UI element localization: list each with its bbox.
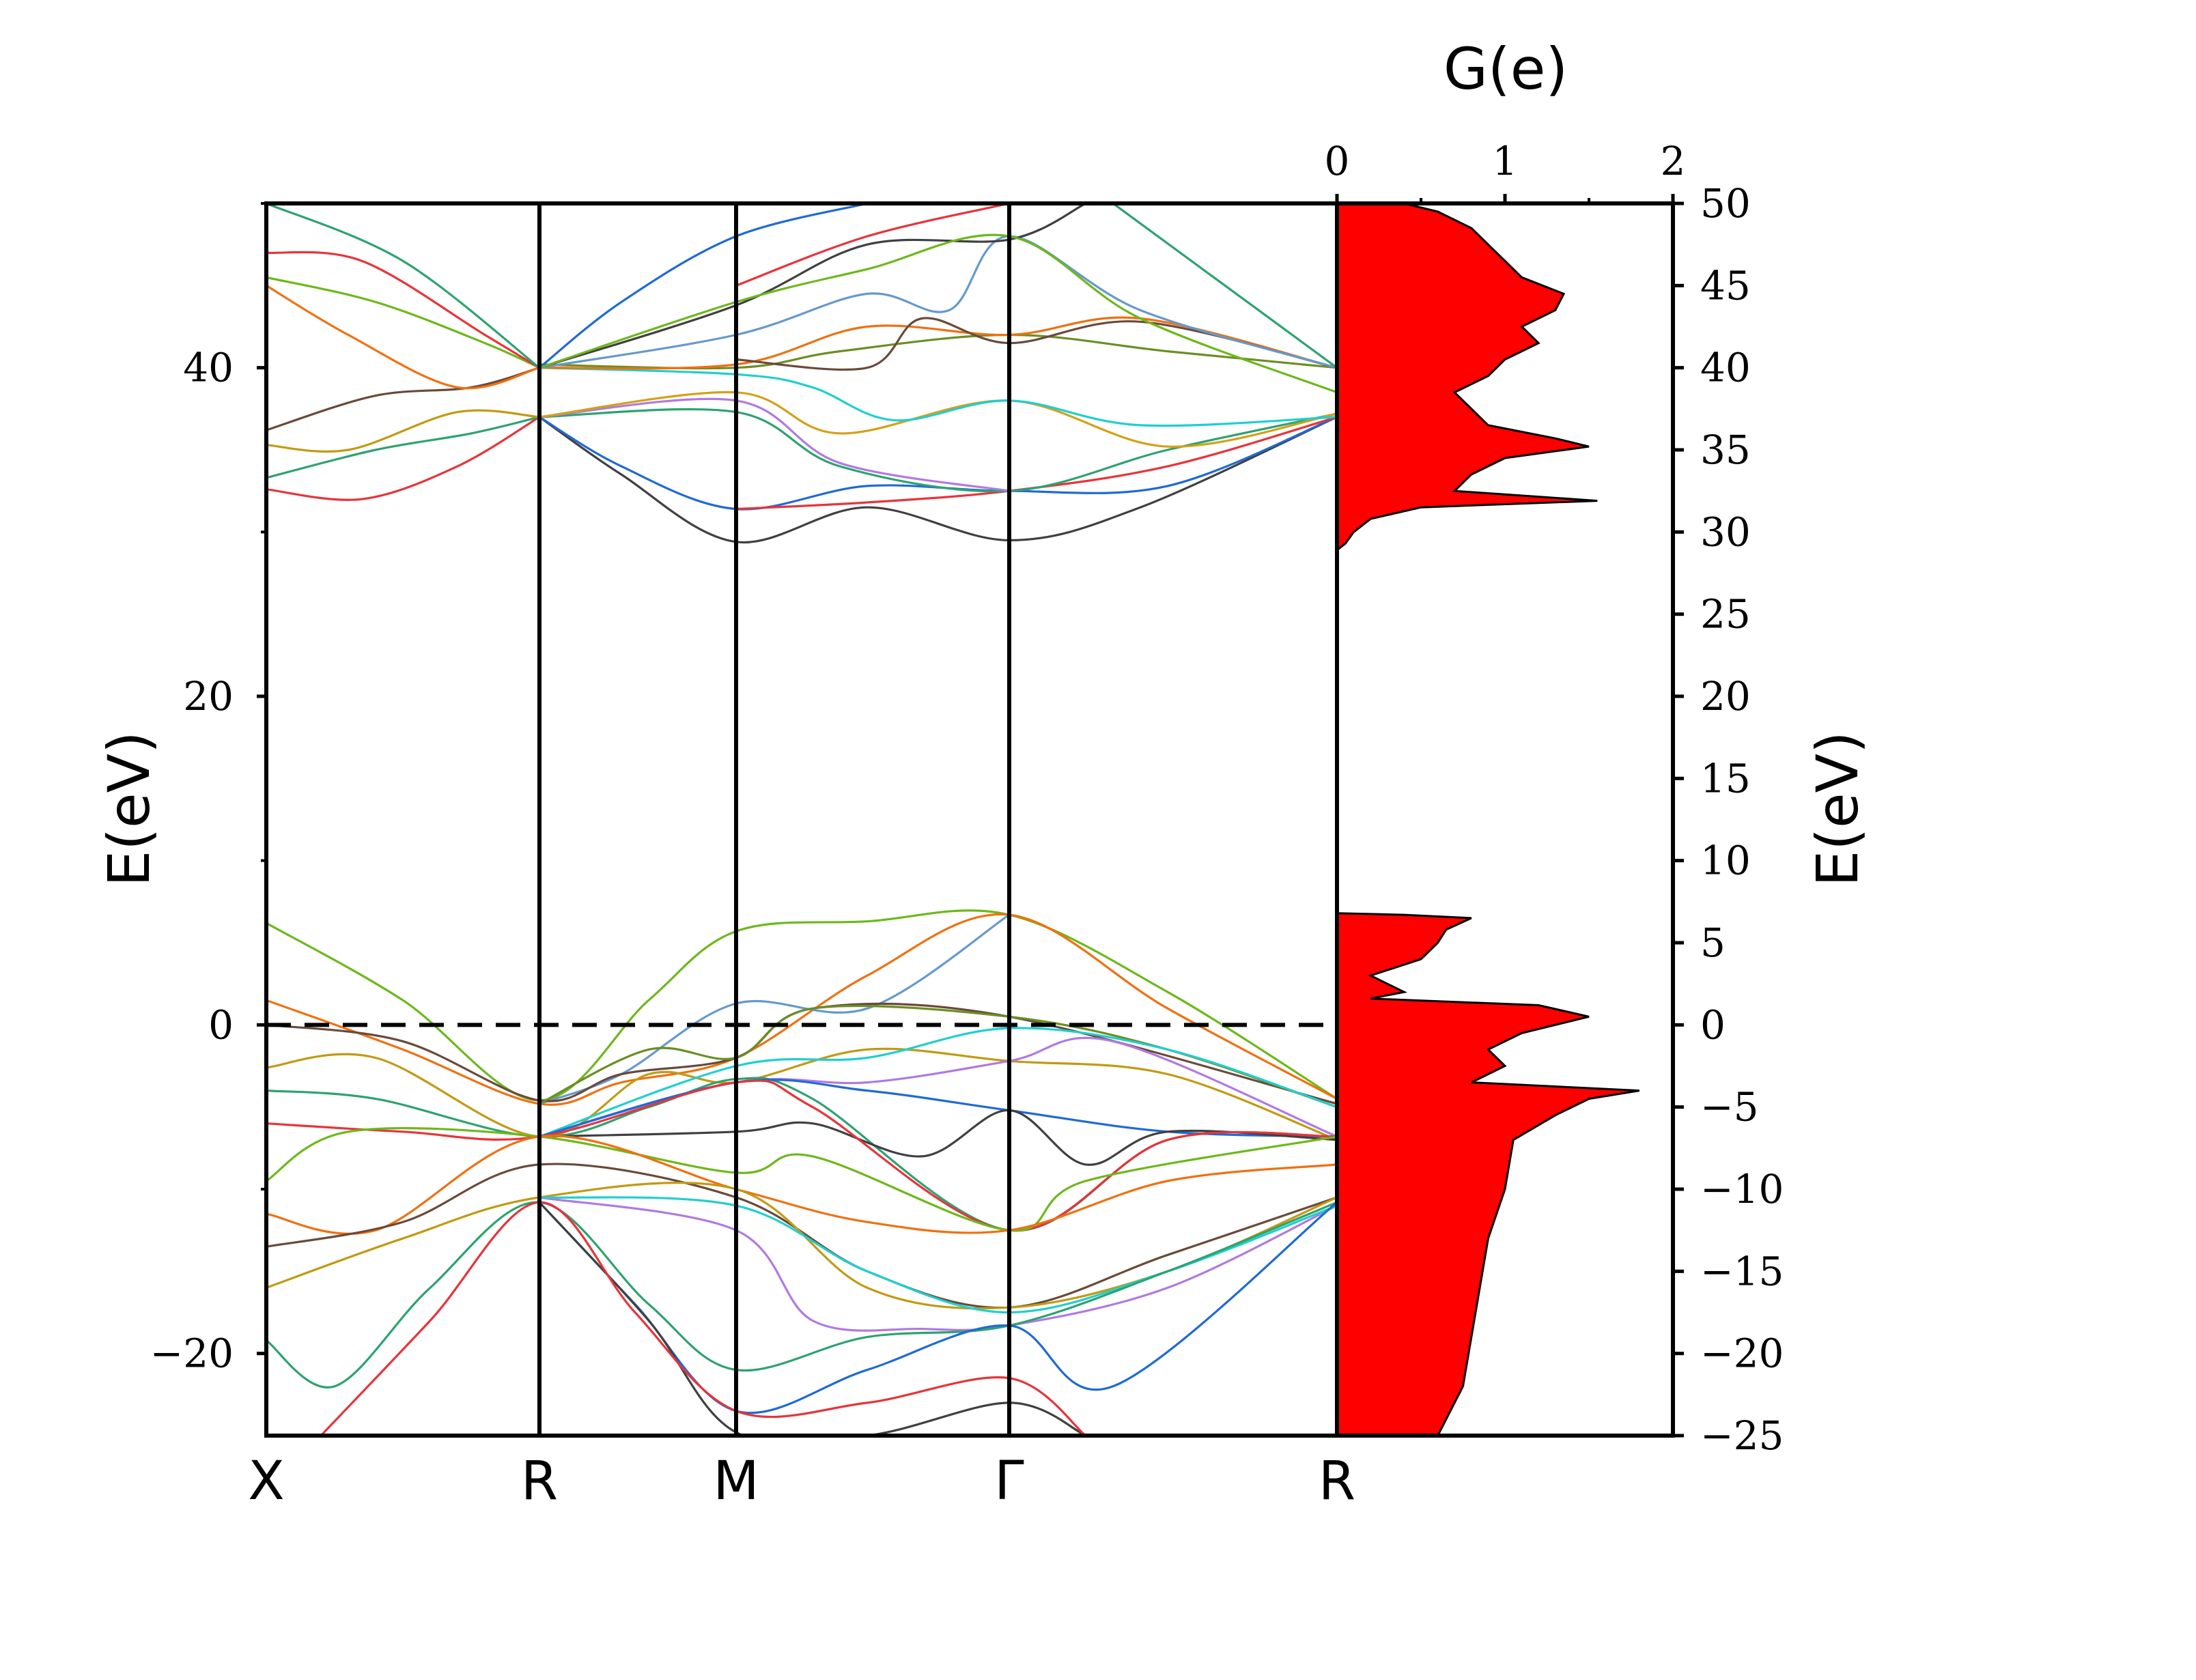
band-line-25 xyxy=(266,909,1337,1102)
band-line-41 xyxy=(539,1196,1337,1332)
band-line-31 xyxy=(539,1027,1337,1138)
band-line-8 xyxy=(266,203,540,369)
dos-y-axis-ticks: −25 −20 −15 −10 −5 0 5 10 15 20 25 30 35 40 45 50 xyxy=(1673,180,1784,1459)
dos-xtick-label-2: 2 xyxy=(1661,138,1686,184)
dos-ytick-label-13: 40 xyxy=(1700,345,1751,391)
band-line-23 xyxy=(735,203,1010,287)
dos-filled-area xyxy=(1336,202,1640,1437)
band-line-18 xyxy=(735,317,1337,371)
dos-ytick-label-14: 45 xyxy=(1700,262,1751,309)
band-line-15 xyxy=(539,367,1337,427)
band-structure-panel: −20 0 20 40 X R M Γ R E(eV) xyxy=(96,201,1355,1512)
band-line-37 xyxy=(266,1127,1337,1232)
band-line-21 xyxy=(539,203,1086,369)
band-ytick-label-3: 40 xyxy=(183,345,234,391)
band-line-24 xyxy=(1112,203,1337,369)
band-line-22 xyxy=(539,233,1337,394)
band-y-axis-ticks: −20 0 20 40 xyxy=(150,202,266,1377)
kpoint-label-2: M xyxy=(713,1451,759,1512)
band-line-46 xyxy=(320,1201,1086,1436)
band-line-5 xyxy=(266,284,540,390)
band-line-4 xyxy=(266,367,540,431)
dos-ytick-label-12: 35 xyxy=(1700,427,1751,473)
kpoint-label-1: R xyxy=(521,1451,558,1512)
band-line-2 xyxy=(266,416,540,479)
band-y-axis-label: E(eV) xyxy=(96,731,163,887)
band-line-10 xyxy=(539,416,1337,511)
band-line-26 xyxy=(266,913,1337,1106)
band-line-42 xyxy=(539,1196,1337,1314)
band-line-3 xyxy=(266,409,540,453)
band-ytick-label-1: 0 xyxy=(208,1001,234,1048)
kpoint-divider-lines xyxy=(537,203,1011,1436)
band-line-43 xyxy=(266,1201,1337,1389)
dos-ytick-label-9: 20 xyxy=(1700,673,1751,720)
dos-xtick-label-0: 0 xyxy=(1325,138,1350,184)
band-line-13 xyxy=(539,397,1010,492)
dos-ytick-label-4: −5 xyxy=(1700,1084,1759,1130)
dos-ytick-label-8: 15 xyxy=(1700,755,1751,801)
band-line-7 xyxy=(266,251,540,369)
kpoint-label-0: X xyxy=(248,1451,284,1512)
band-line-9 xyxy=(539,416,1337,544)
band-line-12 xyxy=(539,408,1337,493)
dos-ytick-label-2: −15 xyxy=(1700,1248,1784,1294)
band-line-38 xyxy=(266,1135,1337,1235)
dos-ytick-label-7: 10 xyxy=(1700,838,1751,884)
kpoint-label-4: R xyxy=(1319,1451,1355,1512)
dos-ytick-label-0: −25 xyxy=(1700,1412,1784,1459)
band-line-1 xyxy=(266,416,540,501)
kpoint-label-3: Γ xyxy=(994,1451,1024,1512)
band-ytick-label-0: −20 xyxy=(150,1330,234,1377)
dos-ytick-label-3: −10 xyxy=(1700,1166,1784,1212)
band-line-6 xyxy=(266,276,540,369)
dos-ytick-label-11: 30 xyxy=(1700,509,1751,555)
band-line-14 xyxy=(539,390,1337,448)
dos-panel: 0 1 2 −25 −20 −15 −10 −5 0 5 10 15 20 25 30 35 40 45 50 G… xyxy=(1325,35,1871,1459)
dos-ytick-label-15: 50 xyxy=(1700,180,1751,227)
dos-ytick-label-1: −20 xyxy=(1700,1330,1784,1377)
band-lines-group xyxy=(266,203,1337,1436)
band-ytick-label-2: 20 xyxy=(183,673,234,720)
dos-y-axis-label: E(eV) xyxy=(1804,731,1871,887)
band-line-19 xyxy=(539,235,1337,369)
dos-x-axis-label: G(e) xyxy=(1444,35,1568,102)
dos-ytick-label-6: 5 xyxy=(1700,920,1726,966)
dos-xtick-label-1: 1 xyxy=(1493,138,1518,184)
band-line-20 xyxy=(538,203,868,369)
band-line-36 xyxy=(266,1079,1337,1232)
band-line-27 xyxy=(539,913,1010,1105)
dos-ytick-label-5: 0 xyxy=(1700,1001,1726,1048)
dos-ytick-label-10: 25 xyxy=(1700,591,1751,638)
